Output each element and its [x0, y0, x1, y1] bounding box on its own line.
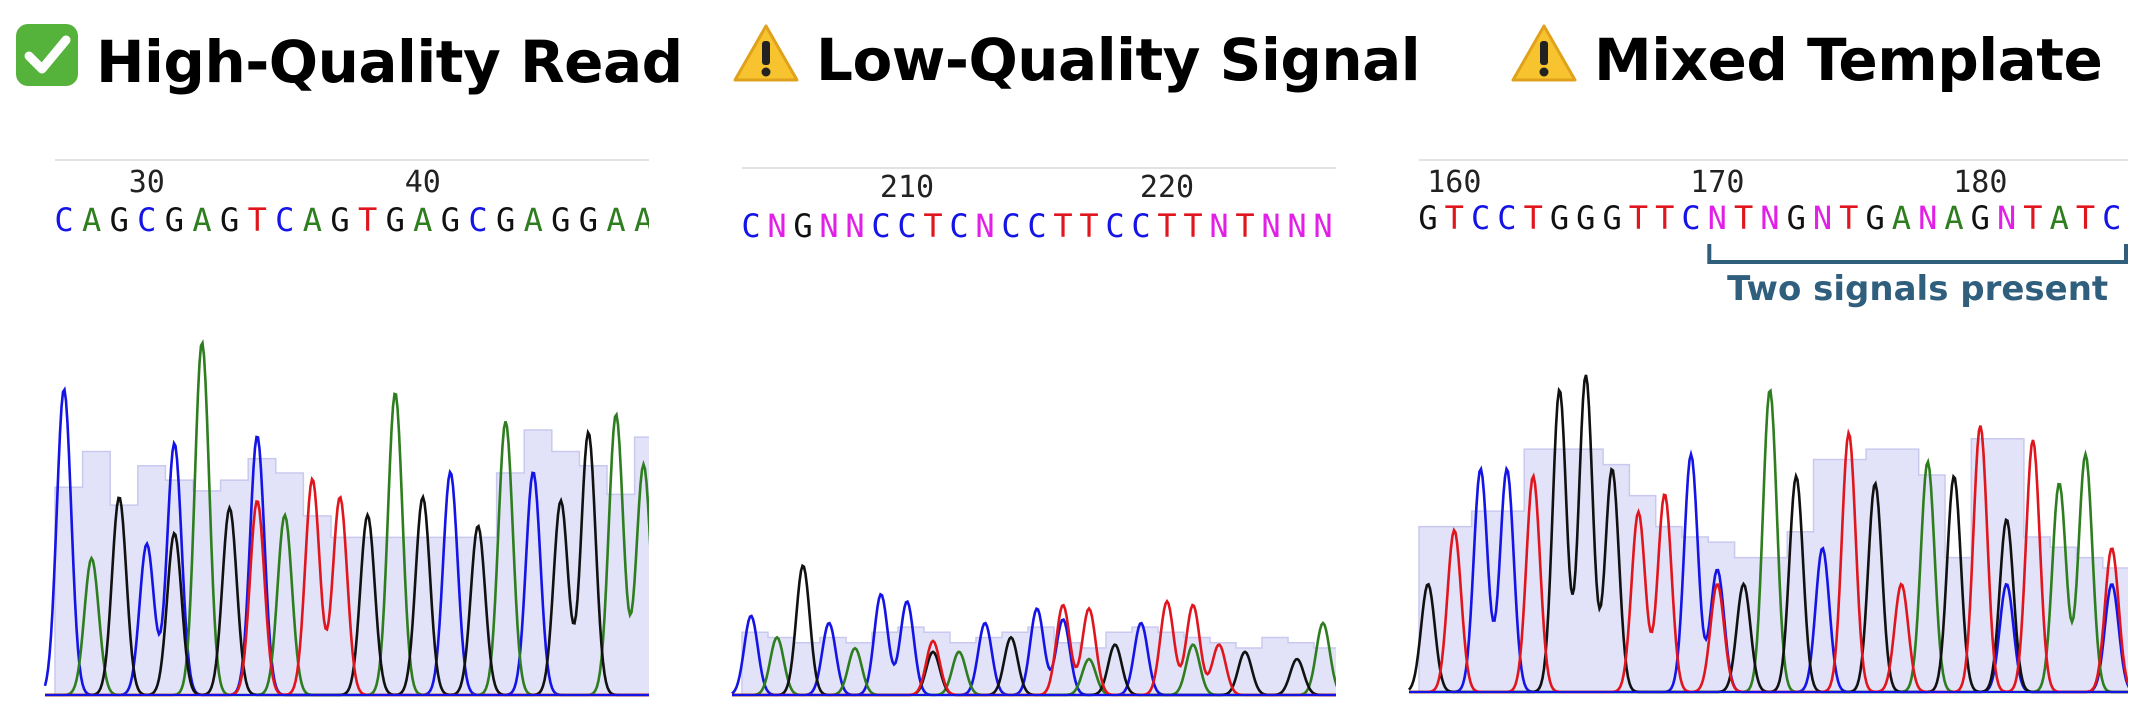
annotation-label: Two signals present	[1727, 269, 2108, 309]
base-call: C	[275, 201, 294, 239]
base-call: C	[1105, 207, 1124, 245]
check-icon	[14, 22, 80, 102]
base-call: N	[1760, 199, 1779, 237]
base-call: G	[1576, 199, 1595, 237]
base-call: C	[1131, 207, 1150, 245]
base-call: G	[579, 201, 598, 239]
warning-icon	[732, 22, 800, 98]
base-call: N	[1209, 207, 1228, 245]
base-call: C	[1497, 199, 1516, 237]
base-call: G	[1787, 199, 1806, 237]
base-call: N	[845, 207, 864, 245]
position-label: 170	[1690, 165, 1744, 200]
base-call: G	[165, 201, 184, 239]
base-call: G	[496, 201, 515, 239]
trace-G	[45, 428, 649, 697]
base-call: C	[741, 207, 760, 245]
position-label: 30	[129, 165, 165, 200]
base-call: G	[330, 201, 349, 239]
base-call: T	[1655, 199, 1674, 237]
base-call: T	[923, 207, 942, 245]
position-label: 180	[1953, 165, 2007, 200]
base-call: T	[1157, 207, 1176, 245]
base-call: N	[1813, 199, 1832, 237]
position-label: 40	[405, 165, 441, 200]
warning-icon	[1510, 22, 1578, 98]
base-call: G	[110, 201, 129, 239]
chromatogram-chart: C A G C G A G T C A G T G A G C G A G G A A C30 40	[43, 159, 681, 697]
position-label: 220	[1140, 170, 1194, 205]
base-call: T	[1524, 199, 1543, 237]
base-call: G	[551, 201, 570, 239]
quality-area	[1418, 438, 2128, 693]
base-call: C	[1681, 199, 1700, 237]
base-call: N	[1918, 199, 1937, 237]
base-call: N	[767, 207, 786, 245]
base-call: C	[662, 201, 681, 239]
base-call: C	[1001, 207, 1020, 245]
base-call: T	[1235, 207, 1254, 245]
base-call: N	[975, 207, 994, 245]
base-call: A	[413, 201, 432, 239]
base-call: A	[1892, 199, 1911, 237]
base-call: A	[634, 201, 653, 239]
base-call: N	[1997, 199, 2016, 237]
base-call: G	[1418, 199, 1437, 237]
base-call: C	[1027, 207, 1046, 245]
base-call: T	[1445, 199, 1464, 237]
base-call: N	[1261, 207, 1280, 245]
panel-title-text: Mixed Template	[1594, 26, 2103, 94]
base-call: T	[2023, 199, 2042, 237]
base-call: C	[1471, 199, 1490, 237]
base-call: G	[1550, 199, 1569, 237]
base-call: A	[2050, 199, 2069, 237]
base-call: G	[1971, 199, 1990, 237]
base-call: C	[897, 207, 916, 245]
base-call: N	[819, 207, 838, 245]
base-call: C	[137, 201, 156, 239]
base-call: T	[1629, 199, 1648, 237]
base-call: G	[386, 201, 405, 239]
panel-title-text: Low-Quality Signal	[816, 26, 1421, 94]
base-call: A	[606, 201, 625, 239]
position-label: 210	[880, 170, 934, 205]
panel-title-text: High-Quality Read	[96, 28, 683, 96]
panel-title: Low-Quality Signal	[732, 22, 1421, 98]
base-call: T	[2076, 199, 2095, 237]
panel-title: High-Quality Read	[14, 22, 683, 102]
base-call: T	[1839, 199, 1858, 237]
base-call: G	[1602, 199, 1621, 237]
base-call: A	[303, 201, 322, 239]
base-call: C	[871, 207, 890, 245]
position-label: 160	[1427, 165, 1481, 200]
base-call: T	[1079, 207, 1098, 245]
base-call: G	[441, 201, 460, 239]
base-call: A	[524, 201, 543, 239]
base-call: T	[1734, 199, 1753, 237]
annotation-bracket	[1707, 244, 2128, 264]
base-call: G	[793, 207, 812, 245]
base-call: N	[1287, 207, 1306, 245]
base-call: T	[1053, 207, 1072, 245]
base-call: A	[1944, 199, 1963, 237]
base-call: C	[949, 207, 968, 245]
panel-title: Mixed Template	[1510, 22, 2103, 98]
base-call: G	[1865, 199, 1884, 237]
base-call: T	[1183, 207, 1202, 245]
base-call: N	[1313, 207, 1332, 245]
base-call: N	[1708, 199, 1727, 237]
base-call: C	[468, 201, 487, 239]
base-call: C	[2102, 199, 2121, 237]
base-call: T	[358, 201, 377, 239]
base-call: C	[54, 201, 73, 239]
base-call: A	[192, 201, 211, 239]
base-call: A	[82, 201, 101, 239]
base-call: G	[220, 201, 239, 239]
base-call: T	[248, 201, 267, 239]
